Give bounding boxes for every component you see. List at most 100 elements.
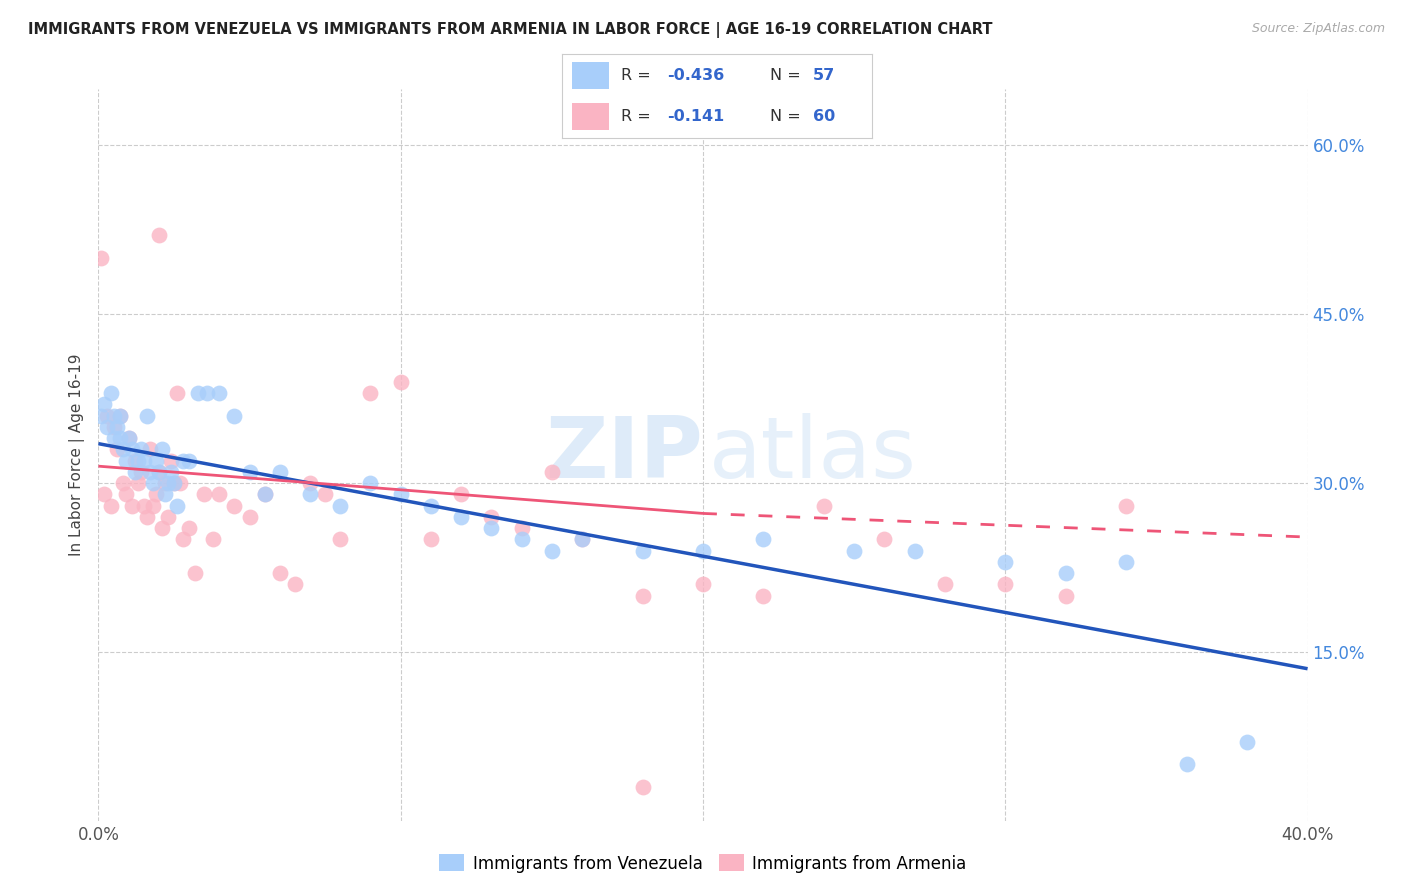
Point [1115, 499, 1137, 513]
Point [172, 533, 194, 547]
Point [142, 476, 165, 491]
Text: R =: R = [621, 68, 657, 83]
Point [208, 487, 231, 501]
Point [904, 543, 927, 558]
Point [481, 509, 503, 524]
Text: ZIP: ZIP [546, 413, 703, 497]
Point [118, 431, 141, 445]
Point [994, 577, 1017, 591]
Point [121, 442, 143, 457]
Point [253, 487, 276, 501]
Point [103, 431, 125, 445]
Point [540, 465, 562, 479]
Point [135, 409, 157, 423]
Point [224, 499, 246, 513]
Point [139, 465, 162, 479]
Point [153, 487, 176, 501]
Point [239, 509, 262, 524]
Point [193, 487, 215, 501]
Point [202, 533, 225, 547]
Point [156, 476, 179, 491]
Point [121, 499, 143, 513]
Point [148, 465, 170, 479]
Text: Source: ZipAtlas.com: Source: ZipAtlas.com [1251, 22, 1385, 36]
FancyBboxPatch shape [572, 62, 609, 89]
Point [1115, 555, 1137, 569]
Point [148, 465, 170, 479]
Point [132, 499, 155, 513]
Text: N =: N = [769, 68, 806, 83]
Point [163, 476, 186, 491]
Point [934, 577, 956, 591]
Point [208, 386, 231, 401]
Point [269, 566, 291, 580]
Point [150, 521, 173, 535]
Point [752, 589, 775, 603]
Point [299, 476, 322, 491]
Point [813, 499, 835, 513]
FancyBboxPatch shape [572, 103, 609, 130]
Point [360, 386, 382, 401]
Point [135, 509, 157, 524]
Point [129, 465, 152, 479]
Point [571, 533, 593, 547]
Point [111, 476, 134, 491]
Point [329, 499, 352, 513]
Point [844, 543, 866, 558]
Point [239, 465, 262, 479]
Point [127, 453, 149, 467]
Point [195, 386, 218, 401]
Point [692, 577, 714, 591]
Point [163, 476, 186, 491]
Point [631, 780, 654, 794]
Y-axis label: In Labor Force | Age 16-19: In Labor Force | Age 16-19 [69, 353, 86, 557]
Point [299, 487, 322, 501]
Point [314, 487, 336, 501]
Point [166, 386, 188, 401]
Point [160, 465, 183, 479]
Point [100, 499, 122, 513]
Point [124, 465, 146, 479]
Point [692, 543, 714, 558]
Point [187, 386, 209, 401]
Point [90, 251, 112, 265]
Text: N =: N = [769, 109, 806, 124]
Point [139, 442, 162, 457]
Point [108, 431, 131, 445]
Point [142, 499, 165, 513]
Point [1054, 589, 1077, 603]
Point [269, 465, 291, 479]
Point [111, 442, 134, 457]
Point [93, 397, 115, 411]
Point [129, 442, 152, 457]
Point [510, 521, 533, 535]
Text: -0.436: -0.436 [668, 68, 725, 83]
Point [114, 487, 136, 501]
Point [253, 487, 276, 501]
Point [179, 453, 201, 467]
Point [160, 453, 183, 467]
Point [1175, 757, 1198, 772]
Point [420, 499, 443, 513]
Point [1236, 735, 1258, 749]
Point [124, 453, 146, 467]
Point [93, 487, 115, 501]
Point [148, 228, 170, 243]
Point [284, 577, 307, 591]
Point [873, 533, 896, 547]
Point [329, 533, 352, 547]
Point [224, 409, 246, 423]
Legend: Immigrants from Venezuela, Immigrants from Armenia: Immigrants from Venezuela, Immigrants fr… [433, 847, 973, 880]
Point [145, 487, 167, 501]
Text: R =: R = [621, 109, 657, 124]
Point [540, 543, 562, 558]
Point [481, 521, 503, 535]
Point [90, 409, 112, 423]
Point [1054, 566, 1077, 580]
Point [103, 419, 125, 434]
Point [108, 409, 131, 423]
Text: IMMIGRANTS FROM VENEZUELA VS IMMIGRANTS FROM ARMENIA IN LABOR FORCE | AGE 16-19 : IMMIGRANTS FROM VENEZUELA VS IMMIGRANTS … [28, 22, 993, 38]
Point [389, 375, 412, 389]
Point [96, 419, 118, 434]
Point [132, 453, 155, 467]
